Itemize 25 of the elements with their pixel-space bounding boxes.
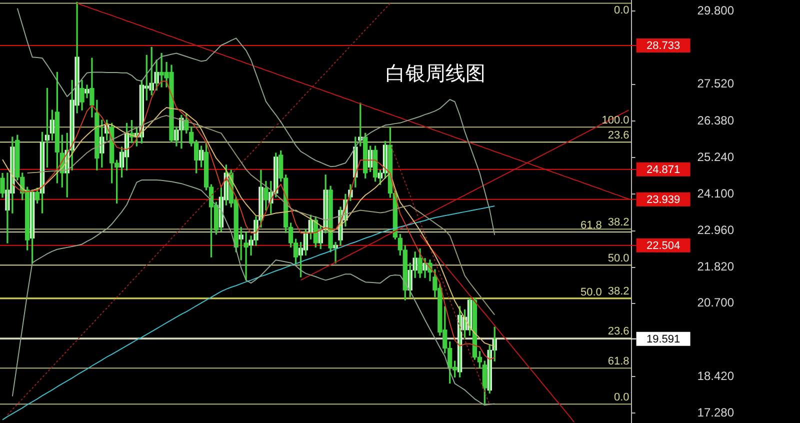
annotation: 23.6 — [608, 130, 630, 142]
annotation: 0.0 — [614, 392, 630, 404]
annotation: 23.6 — [608, 325, 630, 338]
y-tick-label: 17.280 — [697, 405, 734, 420]
y-tick-label: 24.100 — [697, 186, 734, 200]
ref-line-label: 22.504 — [646, 240, 680, 252]
annotation: 38.2 — [608, 286, 630, 298]
text: 白银周线图 — [386, 61, 486, 86]
ref-line-label: 23.939 — [646, 194, 680, 206]
annotation: 0.0 — [614, 4, 630, 17]
y-tick-label: 22.960 — [697, 223, 734, 238]
y-tick-label: 18.420 — [697, 368, 734, 383]
ref-line-label: 24.871 — [646, 164, 680, 176]
y-tick-label: 25.240 — [697, 150, 734, 164]
annotation: 50.0 — [608, 252, 630, 265]
y-tick-label: 21.820 — [697, 260, 734, 274]
ref-line-label: 28.733 — [646, 40, 680, 52]
y-tick-label: 26.380 — [697, 113, 734, 128]
y-tick-label: 27.520 — [697, 76, 734, 91]
y-tick-label: 29.800 — [697, 4, 734, 18]
ref-line-label: 19.591 — [646, 333, 680, 346]
y-tick-label: 20.700 — [697, 296, 734, 310]
annotation: 50.0 — [580, 286, 602, 298]
annotation: 38.2 — [608, 216, 630, 229]
annotation: 61.8 — [608, 356, 630, 368]
